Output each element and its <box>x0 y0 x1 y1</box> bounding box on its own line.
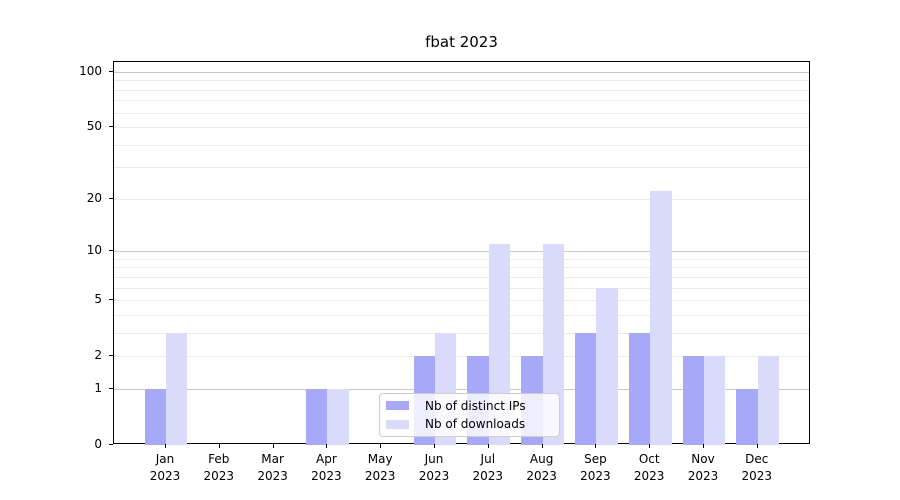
x-tick-mark-oct-2023 <box>649 444 651 448</box>
x-tick-label-dec-2023: Dec 2023 <box>741 452 773 483</box>
gridline-minor-40 <box>114 144 809 146</box>
y-tick-mark-1 <box>109 387 113 389</box>
gridline-minor-30 <box>114 167 809 169</box>
y-tick-label-0: 0 <box>94 437 102 451</box>
bar-nb-of-distinct-ips-nov-2023 <box>682 356 704 445</box>
y-tick-mark-100 <box>109 70 113 72</box>
gridline-minor-60 <box>114 112 809 114</box>
y-tick-label-10: 10 <box>86 243 102 258</box>
x-tick-label-feb-2023: Feb 2023 <box>203 452 235 483</box>
plot-area: Nb of distinct IPs Nb of downloads <box>113 61 810 445</box>
gridline-minor-9 <box>114 258 809 260</box>
bar-nb-of-distinct-ips-oct-2023 <box>628 332 651 445</box>
x-tick-mark-apr-2023 <box>326 444 328 448</box>
legend-swatch-nb-of-downloads <box>386 419 409 429</box>
x-tick-mark-nov-2023 <box>703 444 704 448</box>
x-tick-label-apr-2023: Apr 2023 <box>311 452 342 483</box>
x-tick-label-sep-2023: Sep 2023 <box>580 452 611 483</box>
gridline-major-10 <box>114 251 809 253</box>
x-tick-label-nov-2023: Nov 2023 <box>687 452 719 483</box>
y-tick-mark-20 <box>109 197 113 199</box>
gridline-minor-20 <box>114 198 809 200</box>
bar-nb-of-distinct-ips-jan-2023 <box>144 388 166 445</box>
y-tick-label-1: 1 <box>94 380 102 395</box>
bar-nb-of-downloads-dec-2023 <box>757 356 780 445</box>
x-tick-mark-jan-2023 <box>165 444 166 448</box>
bar-nb-of-downloads-jan-2023 <box>166 332 188 445</box>
bar-nb-of-distinct-ips-sep-2023 <box>575 332 597 445</box>
x-tick-mark-jun-2023 <box>434 444 435 448</box>
gridline-minor-70 <box>114 100 809 102</box>
gridline-minor-7 <box>114 276 809 278</box>
legend: Nb of distinct IPs Nb of downloads <box>379 393 560 437</box>
chart-title: fbat 2023 <box>425 33 498 51</box>
gridline-minor-8 <box>114 267 809 269</box>
y-tick-label-5: 5 <box>94 292 102 307</box>
gridline-major-1 <box>114 388 809 390</box>
y-tick-mark-10 <box>109 250 113 252</box>
y-tick-mark-50 <box>109 126 113 127</box>
bar-nb-of-downloads-sep-2023 <box>596 287 618 445</box>
x-tick-mark-may-2023 <box>380 444 382 448</box>
gridline-minor-3 <box>114 332 809 334</box>
bar-nb-of-distinct-ips-apr-2023 <box>306 388 328 445</box>
bar-nb-of-downloads-nov-2023 <box>704 356 726 445</box>
x-tick-mark-aug-2023 <box>541 444 543 448</box>
y-tick-mark-0 <box>109 444 113 445</box>
x-tick-mark-feb-2023 <box>218 444 220 448</box>
gridline-minor-90 <box>114 80 809 82</box>
x-tick-mark-mar-2023 <box>272 444 274 448</box>
y-tick-label-100: 100 <box>79 63 102 78</box>
x-tick-label-jul-2023: Jul 2023 <box>472 452 504 483</box>
gridline-minor-2 <box>114 356 809 358</box>
x-tick-label-mar-2023: Mar 2023 <box>257 452 288 483</box>
legend-item-nb-of-distinct-ips: Nb of distinct IPs <box>386 398 551 414</box>
legend-item-nb-of-downloads: Nb of downloads <box>386 417 551 433</box>
x-tick-mark-sep-2023 <box>595 444 597 448</box>
x-tick-label-may-2023: May 2023 <box>364 452 396 483</box>
x-tick-label-oct-2023: Oct 2023 <box>633 452 665 483</box>
bar-nb-of-downloads-oct-2023 <box>650 191 672 445</box>
y-tick-label-50: 50 <box>86 119 102 133</box>
y-tick-label-2: 2 <box>94 348 102 363</box>
bar-nb-of-distinct-ips-dec-2023 <box>736 388 758 445</box>
gridline-minor-80 <box>114 89 809 91</box>
x-tick-label-jan-2023: Jan 2023 <box>149 452 181 483</box>
gridline-minor-4 <box>114 314 809 316</box>
x-tick-label-jun-2023: Jun 2023 <box>418 452 450 483</box>
gridline-minor-6 <box>114 287 809 289</box>
y-tick-label-20: 20 <box>86 190 102 205</box>
legend-label-nb-of-downloads: Nb of downloads <box>425 417 526 432</box>
x-tick-label-aug-2023: Aug 2023 <box>526 452 557 483</box>
x-tick-mark-jul-2023 <box>487 444 489 448</box>
legend-label-nb-of-distinct-ips: Nb of distinct IPs <box>425 398 526 413</box>
gridline-minor-50 <box>114 127 809 128</box>
bar-nb-of-downloads-apr-2023 <box>327 388 349 445</box>
y-tick-mark-2 <box>109 355 113 357</box>
y-tick-mark-5 <box>109 299 113 301</box>
gridline-minor-5 <box>114 300 809 302</box>
gridline-major-100 <box>114 71 809 73</box>
legend-swatch-nb-of-distinct-ips <box>386 401 409 411</box>
x-tick-mark-dec-2023 <box>756 444 758 448</box>
